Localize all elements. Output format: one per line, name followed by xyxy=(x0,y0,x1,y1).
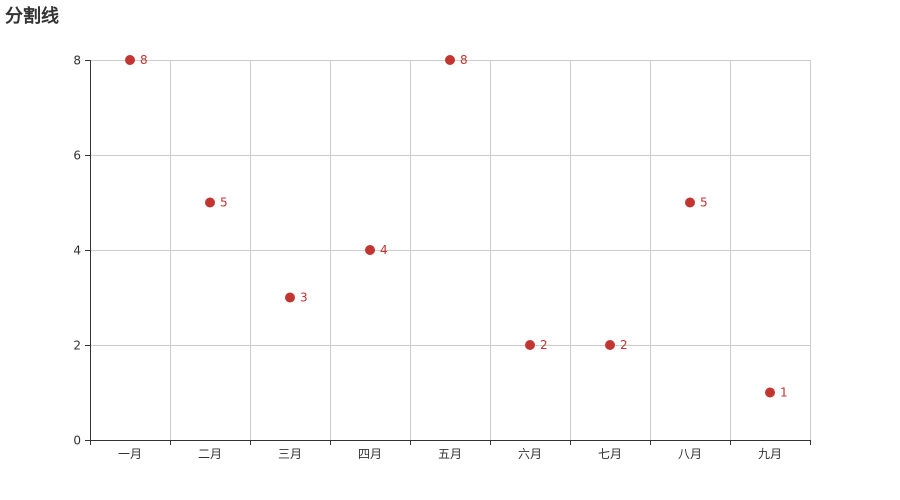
data-points xyxy=(125,55,775,398)
x-tick-label: 四月 xyxy=(358,447,382,461)
data-label: 5 xyxy=(220,196,228,210)
x-tick-label: 一月 xyxy=(118,447,142,461)
data-point xyxy=(205,197,215,208)
data-label: 3 xyxy=(300,291,308,305)
data-point xyxy=(285,292,295,303)
x-tick-label: 七月 xyxy=(598,447,622,461)
chart-title: 分割线 xyxy=(5,6,59,27)
y-tick-label: 0 xyxy=(73,434,81,448)
split-lines xyxy=(90,60,811,440)
data-label: 8 xyxy=(460,53,468,67)
data-point xyxy=(365,245,375,255)
x-tick-label: 三月 xyxy=(278,447,302,461)
data-label: 1 xyxy=(780,386,788,400)
tick-labels: 0 2 4 6 8 一月 二月 三月 四月 五月 六月 七月 八月 九月 xyxy=(73,54,782,462)
y-tick-label: 4 xyxy=(73,244,81,258)
x-tick-label: 五月 xyxy=(438,447,462,461)
data-label: 2 xyxy=(540,338,548,352)
y-tick-label: 8 xyxy=(73,54,81,68)
x-tick-label: 八月 xyxy=(678,447,702,461)
data-point xyxy=(125,55,135,65)
data-point xyxy=(605,340,615,350)
x-tick-label: 二月 xyxy=(198,447,222,461)
y-tick-label: 2 xyxy=(73,339,81,353)
data-labels: 8 5 3 4 8 2 2 5 1 xyxy=(140,53,788,400)
data-point xyxy=(525,340,535,350)
data-label: 4 xyxy=(380,243,388,257)
data-point xyxy=(765,387,775,398)
data-label: 2 xyxy=(620,338,628,352)
data-label: 5 xyxy=(700,196,708,210)
x-tick-label: 六月 xyxy=(518,447,542,461)
data-label: 8 xyxy=(140,53,148,67)
x-tick-label: 九月 xyxy=(758,447,782,461)
data-point xyxy=(445,55,455,65)
y-tick-label: 6 xyxy=(73,149,81,163)
axes xyxy=(85,60,811,445)
data-point xyxy=(685,197,695,208)
